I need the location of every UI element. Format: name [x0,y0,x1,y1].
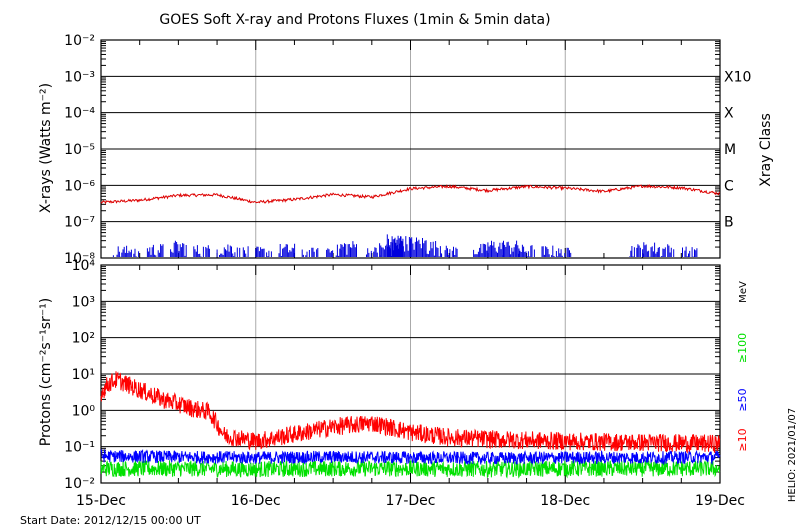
y-tick-label: 10⁻⁶ [64,178,95,194]
proton-units: MeV [738,281,749,303]
proton-series-line [100,459,721,479]
y-tick-label: 10⁻¹ [64,440,95,456]
y-tick-label: 10⁻⁵ [64,142,95,158]
y-tick-label: 10⁻⁸ [64,251,95,267]
chart-title: GOES Soft X-ray and Protons Fluxes (1min… [159,12,550,28]
xray-class-label: Xray Class [758,113,774,187]
proton-series-line [100,448,721,466]
legend-entry: ≥10 [736,428,749,451]
y-tick-label: 10⁻³ [64,69,95,85]
proton-panel: 10⁻² 10⁻¹ 10⁰ 10¹ 10² 10³ 10⁴ 15-Dec 16-Dec 17-De… [64,258,749,509]
y-tick-label: 10⁻⁷ [64,215,95,231]
proton-series-line [100,371,721,454]
x-tick-label: 15-Dec [76,493,126,509]
xray-long-line [100,184,721,205]
y-tick-label: 10¹ [72,367,95,383]
credit-label: HELIO: 2021/01/07 [787,408,798,502]
panel-frame [100,39,721,259]
y-tick-label: 10³ [72,294,95,310]
y-tick-label: 10⁰ [72,403,96,419]
x-tick-label: 19-Dec [695,493,745,509]
legend-entry: ≥50 [736,388,749,411]
y-tick-label: 10⁻² [64,476,95,492]
flare-class-label: X [724,106,734,122]
flare-class-label: X10 [724,69,751,85]
xray-ylabel: X-rays (Watts m⁻²) [38,83,54,213]
flare-class-label: M [724,142,736,158]
y-tick-label: 10⁴ [72,258,96,274]
xray-short-line [112,234,698,257]
flare-class-label: C [724,178,734,194]
legend-entry: ≥100 [736,333,749,363]
y-tick-label: 10⁻² [64,33,95,49]
y-tick-label: 10⁻⁴ [64,106,95,122]
flare-class-label: B [724,215,734,231]
x-tick-label: 16-Dec [231,493,281,509]
xray-panel: 10⁻⁸ 10⁻⁷ 10⁻⁶ 10⁻⁵ 10⁻⁴ 10⁻³ 10⁻² B C M X X10 [64,33,751,267]
start-date: Start Date: 2012/12/15 00:00 UT [20,514,201,527]
x-tick-label: 18-Dec [540,493,590,509]
proton-ylabel: Protons (cm⁻²s⁻¹sr⁻¹) [38,298,54,447]
x-tick-label: 17-Dec [386,493,436,509]
y-tick-label: 10² [72,331,95,347]
